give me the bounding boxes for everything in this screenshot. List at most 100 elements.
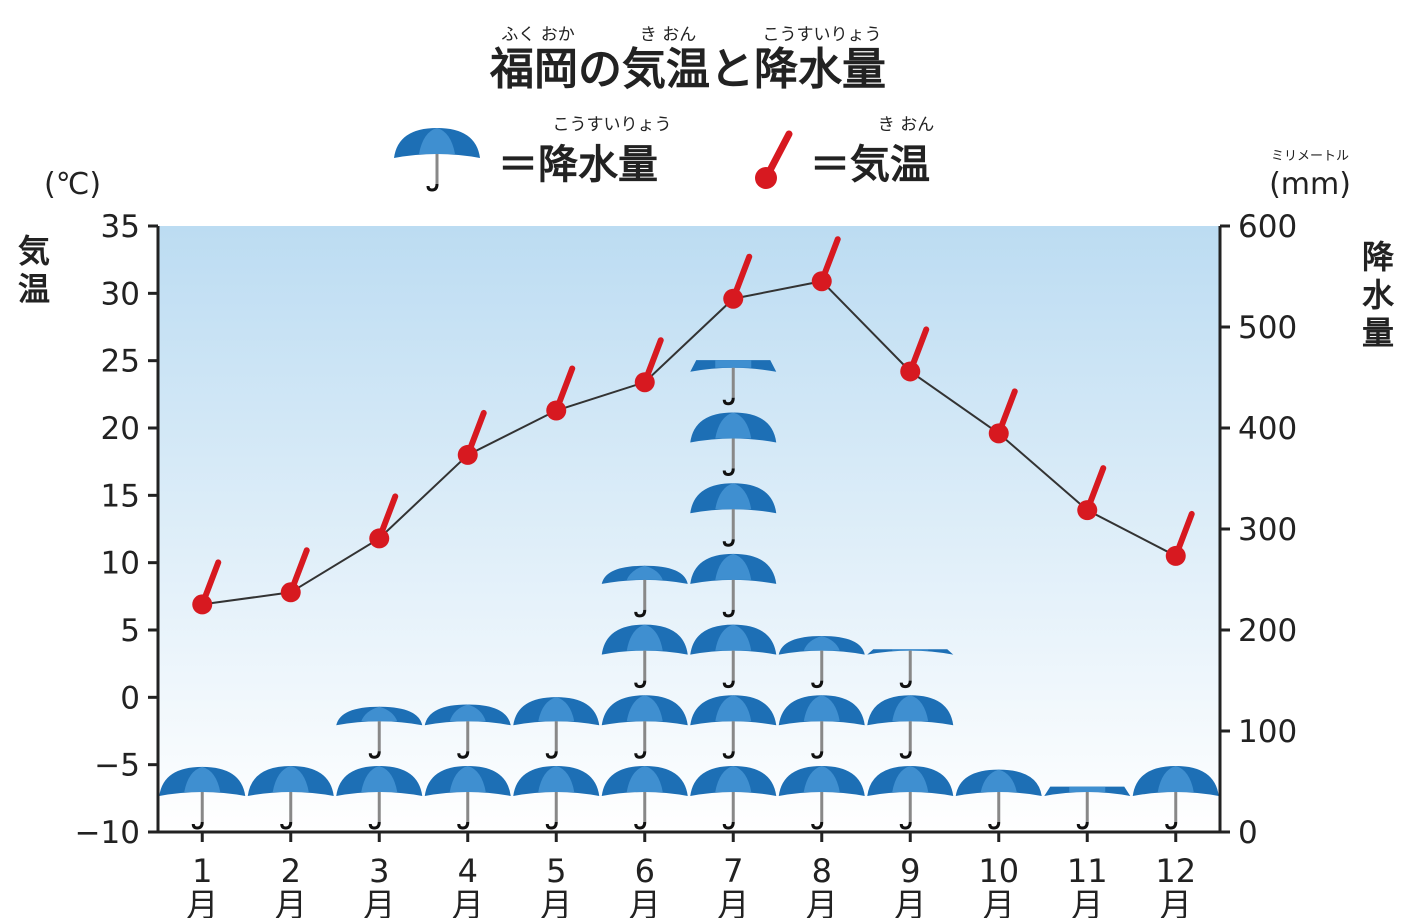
month-number-label: 10 bbox=[978, 852, 1019, 890]
month-number-label: 5 bbox=[546, 852, 566, 890]
right-axis-name-char-2: 水 bbox=[1362, 276, 1395, 314]
temperature-point bbox=[457, 409, 487, 465]
precip-umbrella bbox=[778, 695, 865, 759]
temperature-point bbox=[192, 559, 222, 615]
precip-umbrella-partial bbox=[601, 565, 688, 618]
precip-umbrella-partial bbox=[424, 704, 511, 759]
precip-umbrella-partial bbox=[690, 360, 777, 406]
legend: こうすいりょう ＝降水量 き おん ＝気温 bbox=[394, 115, 934, 192]
temperature-point bbox=[723, 253, 753, 309]
title-ruby-kousuiryou: こうすいりょう bbox=[763, 25, 882, 45]
month-number-label: 8 bbox=[812, 852, 832, 890]
legend-temp-ruby: き おん bbox=[878, 115, 934, 135]
month-char-label: 月 bbox=[717, 886, 749, 918]
chart-title: 福岡の気温と降水量 bbox=[489, 44, 886, 95]
precip-umbrella bbox=[601, 766, 688, 830]
month-char-label: 月 bbox=[894, 886, 926, 918]
month-char-label: 月 bbox=[540, 886, 572, 918]
precip-umbrella bbox=[601, 624, 688, 689]
precip-umbrella bbox=[690, 624, 777, 689]
temperature-line bbox=[202, 280, 1177, 606]
month-number-label: 2 bbox=[281, 852, 301, 890]
month-char-label: 月 bbox=[275, 886, 307, 918]
title-ruby-fukuoka: ふく おか bbox=[501, 25, 574, 45]
precip-umbrella bbox=[867, 695, 954, 759]
precip-umbrella bbox=[690, 695, 777, 759]
precip-umbrella-partial bbox=[867, 649, 954, 689]
temperature-point bbox=[900, 326, 930, 382]
left-axis-name-char-2: 温 bbox=[18, 270, 50, 308]
left-tick-label: 0 bbox=[120, 680, 140, 716]
precip-umbrella bbox=[778, 766, 865, 830]
temperature-point bbox=[369, 493, 399, 549]
left-axis-unit: (℃) bbox=[44, 167, 101, 202]
month-char-label: 月 bbox=[1071, 886, 1103, 918]
right-tick-label: 600 bbox=[1238, 209, 1297, 245]
temperature-point bbox=[811, 236, 841, 292]
precipitation-umbrellas bbox=[159, 360, 1219, 830]
precip-umbrella bbox=[601, 695, 688, 759]
temperature-point bbox=[1165, 510, 1195, 566]
legend-precip-label: ＝降水量 bbox=[498, 142, 658, 188]
month-number-label: 6 bbox=[635, 852, 655, 890]
precip-umbrella bbox=[424, 766, 511, 830]
temperature-point bbox=[546, 365, 576, 421]
precip-umbrella bbox=[690, 766, 777, 830]
right-axis-name-char-1: 降 bbox=[1362, 238, 1395, 276]
temperature-point bbox=[1077, 465, 1107, 521]
left-tick-label: 15 bbox=[101, 478, 140, 514]
right-tick-label: 100 bbox=[1238, 714, 1297, 750]
left-axis-ticks: 35 30 25 20 15 10 5 0 −5 −10 bbox=[75, 209, 158, 851]
month-number-label: 11 bbox=[1067, 852, 1108, 890]
precip-umbrella bbox=[513, 766, 600, 830]
legend-temp-label: ＝気温 bbox=[810, 142, 930, 188]
month-number-label: 1 bbox=[192, 852, 212, 890]
precip-umbrella-partial bbox=[336, 706, 423, 759]
precip-umbrella bbox=[336, 766, 423, 830]
right-tick-label: 0 bbox=[1238, 815, 1258, 851]
month-number-label: 7 bbox=[723, 852, 743, 890]
month-number-label: 4 bbox=[458, 852, 478, 890]
temperature-point bbox=[988, 388, 1018, 444]
right-axis-unit-ruby: ミリメートル bbox=[1271, 149, 1349, 164]
precip-umbrella-partial bbox=[159, 766, 246, 830]
month-number-label: 9 bbox=[900, 852, 920, 890]
right-tick-label: 200 bbox=[1238, 613, 1297, 649]
right-axis-name-char-3: 量 bbox=[1362, 314, 1394, 352]
left-tick-label: 30 bbox=[101, 276, 140, 312]
right-axis-ticks: 600 500 400 300 200 100 0 bbox=[1220, 209, 1297, 851]
left-tick-label: 5 bbox=[120, 613, 140, 649]
precip-umbrella-partial bbox=[955, 769, 1042, 830]
month-char-label: 月 bbox=[363, 886, 395, 918]
month-char-label: 月 bbox=[452, 886, 484, 918]
right-tick-label: 400 bbox=[1238, 411, 1297, 447]
precip-umbrella bbox=[690, 553, 777, 618]
left-tick-label: 10 bbox=[101, 546, 140, 582]
legend-umbrella-icon bbox=[394, 128, 480, 192]
left-tick-label: 35 bbox=[101, 209, 140, 245]
precip-umbrella bbox=[867, 766, 954, 830]
temperature-point bbox=[280, 547, 310, 603]
month-char-label: 月 bbox=[186, 886, 218, 918]
month-char-label: 月 bbox=[983, 886, 1015, 918]
month-number-label: 12 bbox=[1155, 852, 1196, 890]
right-axis-unit: (mm) bbox=[1269, 167, 1351, 202]
temperature-point bbox=[634, 337, 664, 393]
left-tick-label: −10 bbox=[75, 815, 140, 851]
left-tick-label: 25 bbox=[101, 344, 140, 380]
legend-thermometer-icon bbox=[755, 130, 793, 189]
legend-precip-ruby: こうすいりょう bbox=[553, 115, 672, 135]
left-tick-label: 20 bbox=[101, 411, 140, 447]
precip-umbrella-partial bbox=[513, 697, 600, 759]
precip-umbrella-partial bbox=[1044, 786, 1131, 830]
month-char-label: 月 bbox=[629, 886, 661, 918]
left-tick-label: −5 bbox=[94, 748, 140, 784]
month-char-label: 月 bbox=[1160, 886, 1192, 918]
precip-umbrella bbox=[690, 412, 777, 477]
temperature-series bbox=[192, 236, 1195, 615]
precip-umbrella bbox=[247, 766, 334, 830]
right-tick-label: 500 bbox=[1238, 310, 1297, 346]
title-ruby-kion: き おん bbox=[640, 25, 696, 45]
